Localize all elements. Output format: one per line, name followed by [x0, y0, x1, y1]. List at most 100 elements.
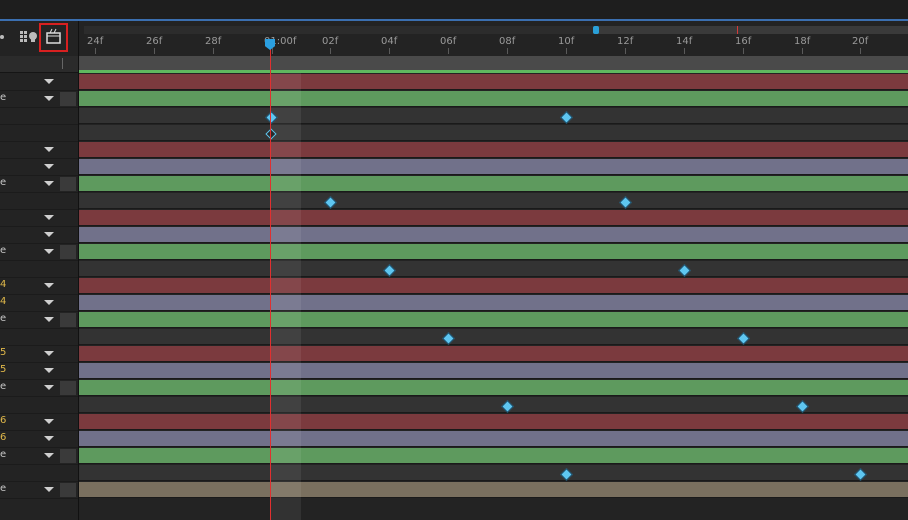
layer-label-fragment: 6 [0, 432, 7, 443]
parent-swatch[interactable] [60, 177, 76, 191]
parent-swatch[interactable] [60, 449, 76, 463]
work-area-bar[interactable] [78, 56, 908, 70]
ruler-label: 12f [617, 36, 634, 47]
parent-swatch[interactable] [60, 245, 76, 259]
layer-row[interactable] [0, 227, 78, 244]
layer-row[interactable]: e [0, 244, 78, 261]
layer-row[interactable]: e [0, 448, 78, 465]
layer-row[interactable]: e [0, 91, 78, 108]
layer-track-bar[interactable] [79, 431, 908, 447]
layer-track-bar[interactable] [79, 108, 908, 124]
work-area-range[interactable] [78, 70, 908, 73]
chevron-down-icon[interactable] [44, 487, 54, 492]
parent-swatch[interactable] [60, 483, 76, 497]
layer-row[interactable]: 4 [0, 295, 78, 312]
playhead-line[interactable] [270, 40, 271, 520]
layer-row[interactable] [0, 125, 78, 142]
layer-row[interactable] [0, 108, 78, 125]
layer-label-fragment: 6 [0, 415, 7, 426]
layer-row[interactable]: 5 [0, 346, 78, 363]
chevron-down-icon[interactable] [44, 351, 54, 356]
chevron-down-icon[interactable] [44, 317, 54, 322]
parent-swatch[interactable] [60, 381, 76, 395]
layer-row[interactable] [0, 159, 78, 176]
layer-row[interactable] [0, 261, 78, 278]
time-navigator-handle[interactable] [593, 26, 599, 34]
chevron-down-icon[interactable] [44, 385, 54, 390]
layer-track-bar[interactable] [79, 176, 908, 192]
time-navigator-range[interactable] [84, 26, 596, 34]
layer-track-bar[interactable] [79, 91, 908, 107]
layer-track-bar[interactable] [79, 380, 908, 396]
layer-track-bar[interactable] [79, 295, 908, 311]
layer-row[interactable]: e [0, 176, 78, 193]
ruler-tick [213, 48, 214, 54]
layer-row[interactable] [0, 465, 78, 482]
layer-row[interactable] [0, 329, 78, 346]
chevron-down-icon[interactable] [44, 79, 54, 84]
ruler-label: 04f [381, 36, 398, 47]
chevron-down-icon[interactable] [44, 436, 54, 441]
layer-track-bar[interactable] [79, 244, 908, 260]
ruler-label: 28f [205, 36, 222, 47]
layer-track-bar[interactable] [79, 193, 908, 209]
chevron-down-icon[interactable] [44, 283, 54, 288]
layer-track-bar[interactable] [79, 210, 908, 226]
layer-track-bar[interactable] [79, 448, 908, 464]
ruler-label: 10f [558, 36, 575, 47]
motion-blur-icon[interactable] [20, 29, 37, 43]
chevron-down-icon[interactable] [44, 232, 54, 237]
layer-track-bar[interactable] [79, 74, 908, 90]
layer-track-bar[interactable] [79, 363, 908, 379]
layer-track-bar[interactable] [79, 414, 908, 430]
layer-row[interactable]: e [0, 312, 78, 329]
layer-track-bar[interactable] [79, 465, 908, 481]
chevron-down-icon[interactable] [44, 215, 54, 220]
layer-row[interactable] [0, 210, 78, 227]
chevron-down-icon[interactable] [44, 300, 54, 305]
layer-track-bar[interactable] [79, 142, 908, 158]
frame-blending-icon[interactable] [39, 23, 68, 52]
layer-row[interactable] [0, 193, 78, 210]
layer-track-bar[interactable] [79, 261, 908, 277]
layer-row[interactable]: 6 [0, 431, 78, 448]
chevron-down-icon[interactable] [44, 147, 54, 152]
chevron-down-icon[interactable] [44, 249, 54, 254]
layer-row[interactable] [0, 74, 78, 91]
layer-row[interactable]: 4 [0, 278, 78, 295]
chevron-down-icon[interactable] [44, 453, 54, 458]
ruler-label: 01:00f [264, 36, 297, 47]
chevron-down-icon[interactable] [44, 368, 54, 373]
parent-swatch[interactable] [60, 313, 76, 327]
layer-track-bar[interactable] [79, 125, 908, 141]
time-ruler[interactable]: 24f 26f 28f 01:00f 02f 04f 06f 08f 10f 12f 14f 16f 1… [78, 34, 908, 56]
layer-track-bar[interactable] [79, 329, 908, 345]
layer-label-fragment: e [0, 92, 7, 103]
layer-track-bar[interactable] [79, 482, 908, 498]
layer-row[interactable]: e [0, 482, 78, 499]
ruler-tick [448, 48, 449, 54]
chevron-down-icon[interactable] [44, 419, 54, 424]
layer-row[interactable]: e [0, 380, 78, 397]
layer-track-bar[interactable] [79, 227, 908, 243]
layer-track-bar[interactable] [79, 159, 908, 175]
layer-track-bar[interactable] [79, 346, 908, 362]
panel-divider [78, 21, 79, 520]
chevron-down-icon[interactable] [44, 181, 54, 186]
layer-row[interactable]: 5 [0, 363, 78, 380]
parent-swatch[interactable] [60, 92, 76, 106]
layer-row[interactable]: 6 [0, 414, 78, 431]
chevron-down-icon[interactable] [44, 164, 54, 169]
graph-editor-icon[interactable] [0, 29, 14, 43]
ruler-tick [330, 48, 331, 54]
ruler-tick [272, 48, 273, 54]
layer-row[interactable] [0, 397, 78, 414]
layer-track-bar[interactable] [79, 397, 908, 413]
layer-track-bar[interactable] [79, 278, 908, 294]
ruler-label: 18f [794, 36, 811, 47]
layer-track-bar[interactable] [79, 312, 908, 328]
chevron-down-icon[interactable] [44, 96, 54, 101]
layer-row[interactable] [0, 142, 78, 159]
playhead-handle[interactable] [265, 39, 275, 50]
layer-label-fragment: e [0, 381, 7, 392]
